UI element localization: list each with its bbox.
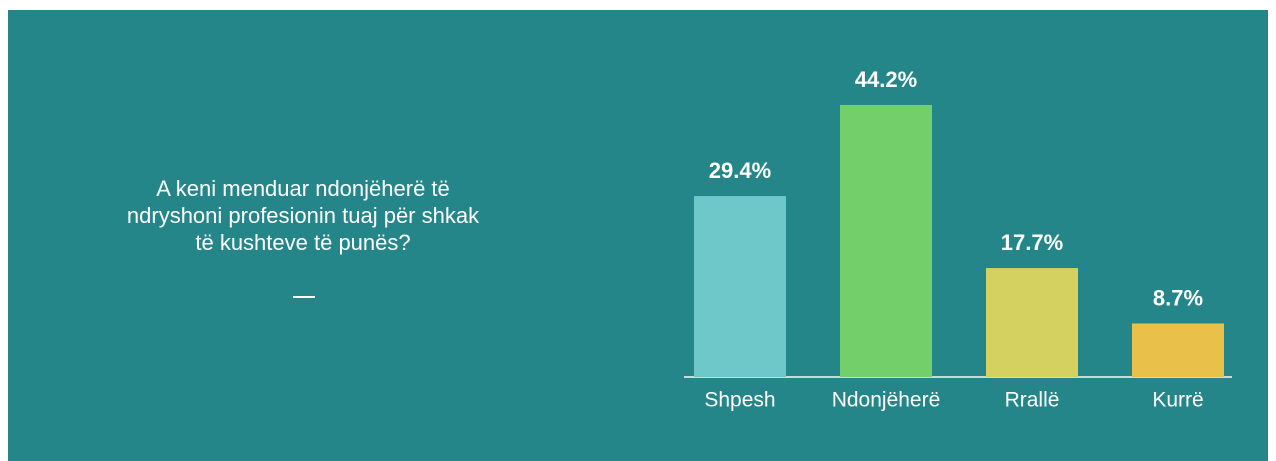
value-label: 29.4%	[709, 158, 771, 183]
value-label: 44.2%	[855, 67, 917, 92]
value-label: 17.7%	[1001, 230, 1063, 255]
category-label: Ndonjëherë	[832, 389, 941, 412]
dash	[293, 296, 315, 298]
question: A keni menduar ndonjëherë të ndryshoni p…	[126, 176, 480, 255]
category-label: Rrallë	[1005, 389, 1060, 412]
bar	[840, 105, 932, 377]
category-label: Kurrë	[1152, 389, 1203, 412]
panel	[8, 10, 1268, 461]
value-label: 8.7%	[1153, 285, 1203, 310]
bar	[986, 268, 1078, 377]
bar	[694, 196, 786, 377]
bar	[1132, 323, 1224, 377]
category-label: Shpesh	[704, 389, 775, 412]
